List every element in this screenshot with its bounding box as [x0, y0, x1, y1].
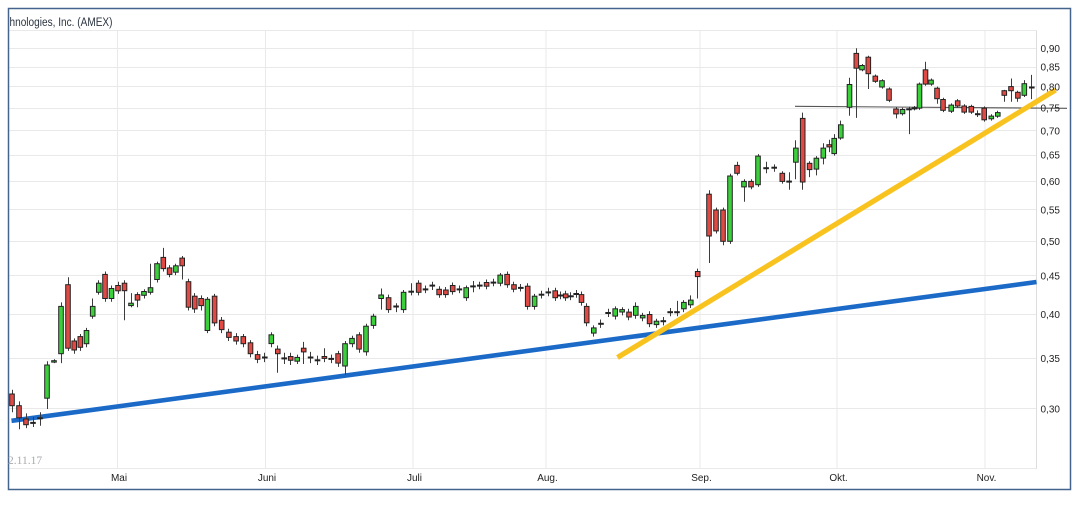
- svg-text:0,80: 0,80: [1041, 83, 1061, 94]
- svg-text:Juni: Juni: [258, 473, 276, 484]
- svg-text:0,35: 0,35: [1041, 354, 1061, 365]
- svg-text:Nov.: Nov.: [977, 473, 997, 484]
- svg-text:2.11.17: 2.11.17: [8, 455, 42, 467]
- svg-text:0,75: 0,75: [1041, 104, 1061, 115]
- svg-text:0,70: 0,70: [1041, 126, 1061, 137]
- svg-text:0,30: 0,30: [1041, 405, 1061, 416]
- svg-text:Juli: Juli: [407, 473, 422, 484]
- svg-text:Aug.: Aug.: [537, 473, 558, 484]
- svg-text:Okt.: Okt.: [829, 473, 847, 484]
- svg-text:0,85: 0,85: [1041, 63, 1061, 74]
- svg-text:0,60: 0,60: [1041, 177, 1061, 188]
- svg-text:Sep.: Sep.: [691, 473, 712, 484]
- svg-text:0,40: 0,40: [1041, 310, 1061, 321]
- svg-text:0,65: 0,65: [1041, 151, 1061, 162]
- svg-text:0,50: 0,50: [1041, 237, 1061, 248]
- svg-text:0,55: 0,55: [1041, 206, 1061, 217]
- svg-text:Mai: Mai: [111, 473, 127, 484]
- svg-text:hnologies, Inc. (AMEX): hnologies, Inc. (AMEX): [10, 17, 113, 29]
- svg-text:0,90: 0,90: [1041, 44, 1061, 55]
- svg-text:0,45: 0,45: [1041, 271, 1061, 282]
